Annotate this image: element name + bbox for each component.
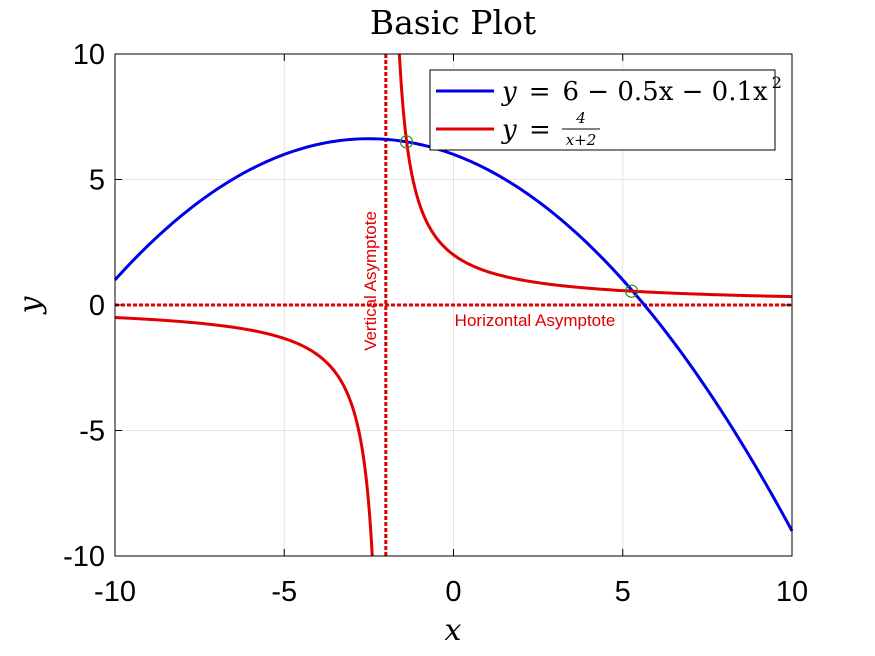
y-tick-label: 5 bbox=[89, 165, 105, 197]
series-line-rational-2 bbox=[397, 53, 793, 299]
legend-red-eq: = bbox=[529, 115, 551, 145]
intersection-markers bbox=[399, 135, 639, 298]
x-tick-label: 10 bbox=[776, 576, 808, 608]
legend-label-blue: y = 6 − 0.5x − 0.1x 2 bbox=[501, 73, 782, 107]
legend-red-lhs: y bbox=[501, 115, 517, 145]
vertical-asymptote-label: Vertical Asymptote bbox=[361, 211, 380, 351]
y-axis-label: y bbox=[13, 295, 48, 315]
x-tick-label: 5 bbox=[615, 576, 631, 608]
legend-box bbox=[429, 69, 776, 151]
x-axis-label: x bbox=[445, 613, 462, 648]
y-tick-label: -10 bbox=[63, 541, 105, 573]
x-tick-label: 0 bbox=[445, 576, 461, 608]
legend-red-numerator: 4 bbox=[575, 109, 586, 127]
y-tick-label: 0 bbox=[89, 290, 105, 322]
intersection-marker bbox=[624, 284, 639, 298]
y-tick-label: 10 bbox=[73, 39, 105, 71]
legend-red-denominator: x+2 bbox=[566, 131, 597, 149]
series-line-quadratic bbox=[113, 137, 794, 532]
asymptote-lines bbox=[115, 54, 792, 556]
legend-label-red: y = 4 x+2 bbox=[501, 109, 600, 149]
tick-labels: -10 -5 0 5 10 -10 -5 0 5 10 bbox=[63, 39, 808, 608]
horizontal-asymptote-label: Horizontal Asymptote bbox=[455, 311, 616, 330]
x-tick-label: -10 bbox=[94, 576, 136, 608]
axis-ticks bbox=[114, 53, 793, 557]
x-tick-label: -5 bbox=[271, 576, 297, 608]
legend: y = 6 − 0.5x − 0.1x 2 y = 4 x+2 bbox=[429, 69, 782, 151]
series-line-rational-1 bbox=[114, 316, 374, 557]
intersection-marker bbox=[399, 135, 414, 149]
y-tick-label: -5 bbox=[79, 416, 105, 448]
chart-title: Basic Plot bbox=[370, 3, 536, 42]
series-layer bbox=[113, 53, 794, 557]
